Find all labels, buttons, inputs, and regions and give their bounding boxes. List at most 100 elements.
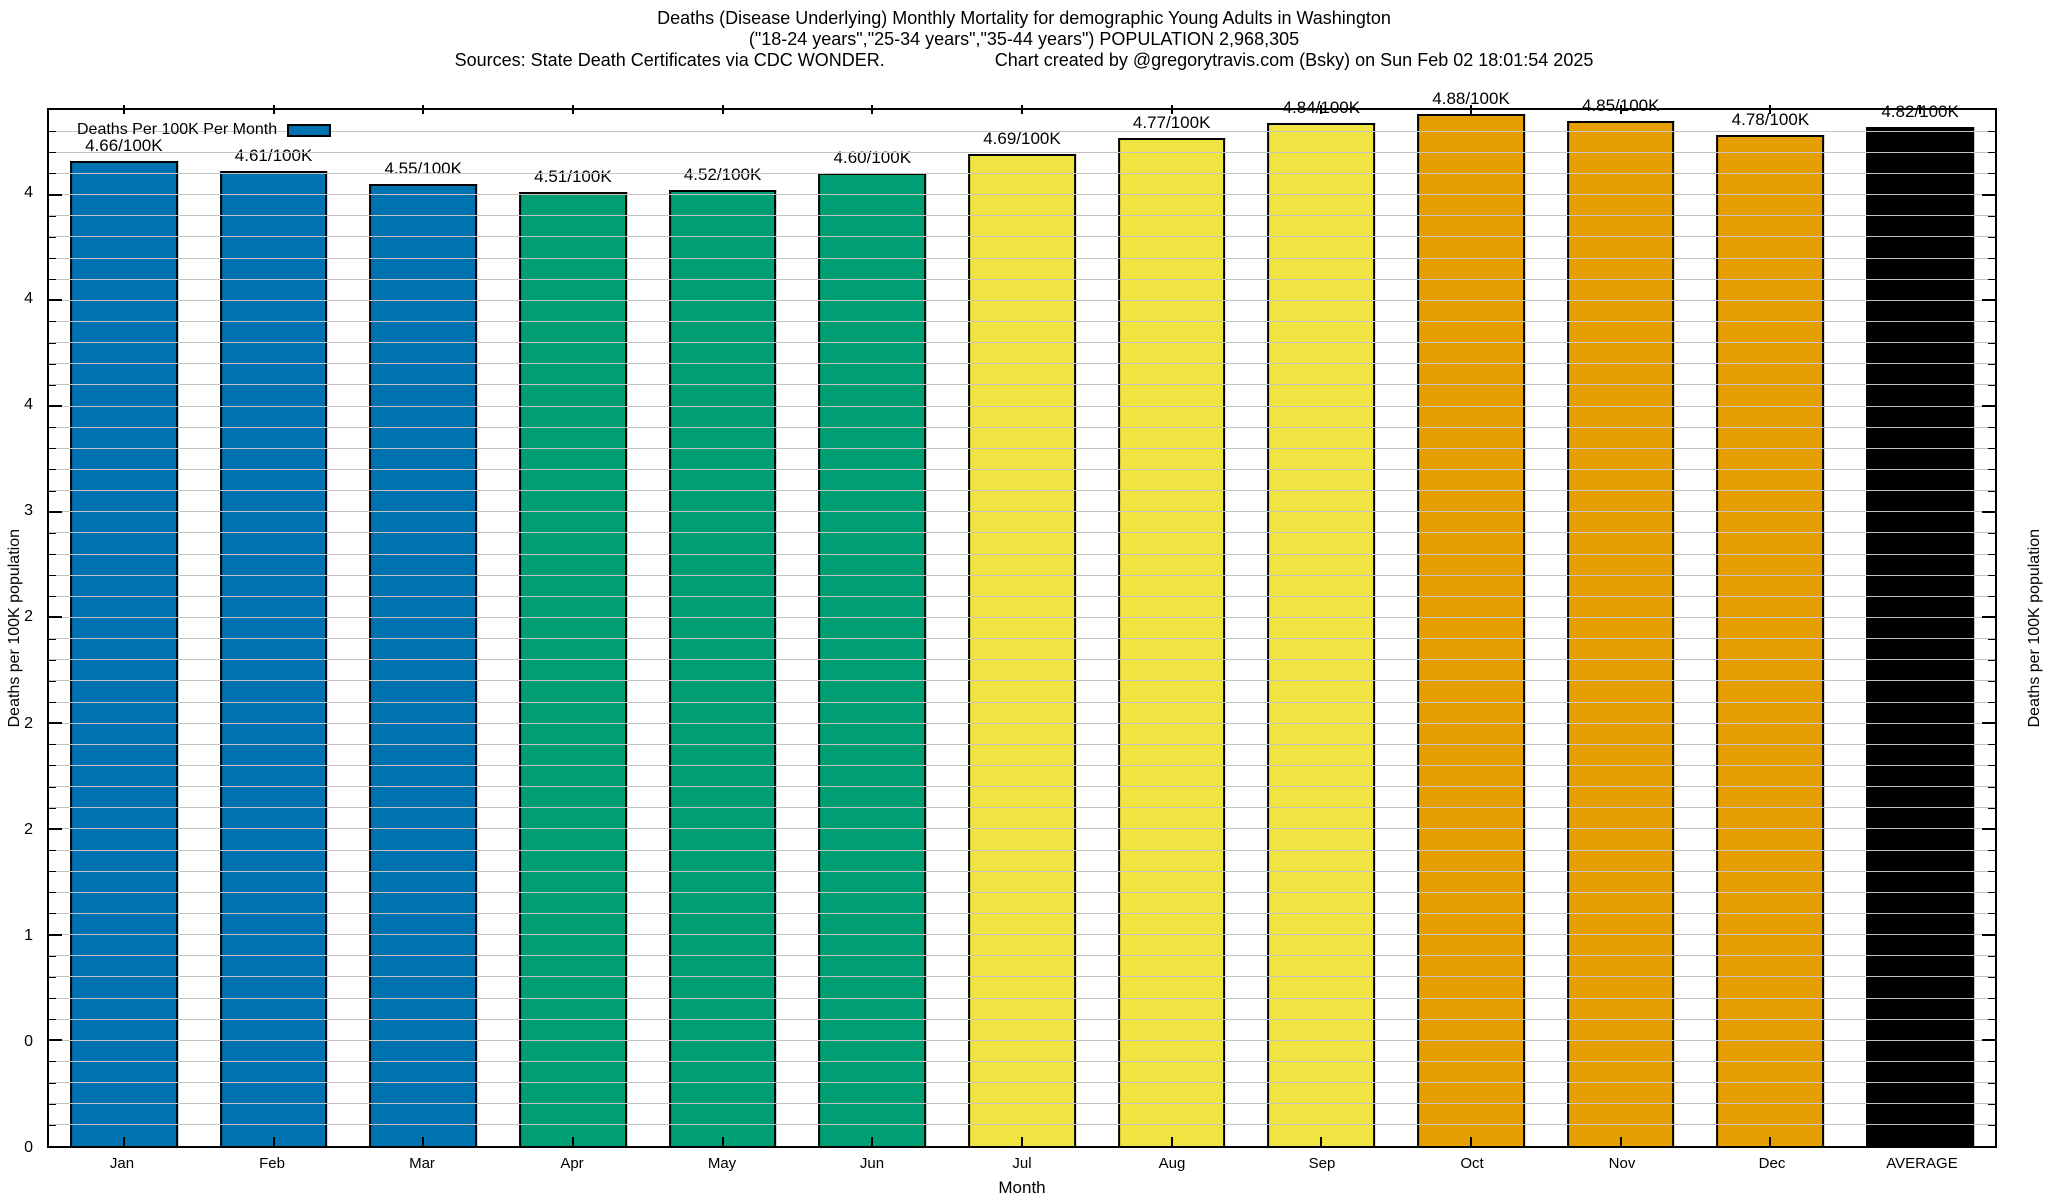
y-minor-tick [49, 1019, 56, 1021]
bar-slot-dec: 4.78/100K [1696, 105, 1846, 1146]
gridline [49, 553, 1995, 555]
x-top-tick [1170, 105, 1173, 114]
y-major-tick [1982, 616, 1995, 619]
y-tick-label: 0 [24, 1032, 33, 1050]
x-tick-label: Feb [259, 1155, 285, 1172]
y-minor-tick [49, 638, 56, 640]
bar-slot-feb: 4.61/100K [199, 105, 349, 1146]
gridline [49, 320, 1995, 322]
x-tick-label: Mar [409, 1155, 435, 1172]
y-minor-tick [49, 448, 56, 450]
y-minor-tick [49, 680, 56, 682]
y-tick-label: 4 [24, 183, 33, 201]
y-minor-tick [1988, 786, 1995, 788]
y-major-tick [49, 933, 62, 936]
x-tick-label: May [707, 1155, 737, 1172]
y-minor-tick [1988, 702, 1995, 704]
gridline [49, 468, 1995, 470]
bar-slot-nov: 4.85/100K [1546, 96, 1696, 1146]
y-axis-title-left: Deaths per 100K population [6, 528, 23, 728]
y-minor-tick [49, 659, 56, 661]
bar-apr [519, 192, 627, 1146]
y-minor-tick [49, 173, 56, 175]
y-major-tick [1982, 827, 1995, 830]
chart-title-line-1: Deaths (Disease Underlying) Monthly Mort… [657, 8, 1391, 28]
chart-credit-text: Chart created by @gregorytravis.com (Bsk… [994, 50, 1594, 70]
y-major-tick [1982, 933, 1995, 936]
bar-mar [369, 184, 478, 1146]
x-bottom-tick [1320, 1137, 1323, 1146]
gridline [49, 574, 1995, 576]
x-top-tick [871, 105, 874, 114]
y-minor-tick [49, 152, 56, 154]
x-top-tick [571, 105, 574, 114]
bar-may [668, 190, 777, 1146]
y-minor-tick [49, 532, 56, 534]
x-tick-label: Nov [1608, 1155, 1636, 1172]
x-top-tick [1919, 105, 1922, 114]
y-minor-tick [49, 258, 56, 259]
y-minor-tick [1988, 680, 1995, 682]
x-bottom-tick [122, 1137, 125, 1146]
y-minor-tick [1988, 955, 1995, 957]
x-top-tick [122, 105, 125, 114]
y-minor-tick [1988, 892, 1995, 894]
gridline [49, 490, 1995, 492]
y-minor-tick [49, 1103, 56, 1105]
y-tick-label: 2 [24, 820, 33, 838]
x-tick-label: Jan [109, 1155, 135, 1172]
gridline [49, 764, 1995, 766]
y-minor-tick [49, 279, 56, 281]
y-minor-tick [1988, 427, 1995, 429]
bar-slot-mar: 4.55/100K [348, 105, 498, 1146]
y-minor-tick [49, 554, 56, 555]
y-axis-title-right: Deaths per 100K population [2026, 528, 2043, 728]
gridline [49, 976, 1995, 978]
bar-value-label: 4.60/100K [833, 148, 912, 168]
bar-feb [219, 171, 328, 1146]
gridline [49, 701, 1995, 703]
y-tick-label: 2 [24, 714, 33, 732]
gridline [49, 807, 1995, 809]
y-minor-tick [1988, 575, 1995, 577]
y-minor-tick [49, 1082, 56, 1084]
gridline [49, 955, 1995, 957]
x-top-tick [721, 105, 724, 114]
y-minor-tick [49, 363, 56, 365]
gridline [49, 532, 1995, 534]
x-bottom-tick [1170, 1137, 1173, 1146]
bar-aug [1117, 137, 1226, 1146]
x-bottom-tick [1020, 1137, 1023, 1146]
y-minor-tick [1988, 913, 1995, 915]
y-minor-tick [49, 998, 56, 1000]
x-tick-label: Aug [1158, 1155, 1186, 1172]
x-bottom-tick [272, 1137, 275, 1146]
y-minor-tick [49, 892, 56, 894]
y-minor-tick [49, 1061, 56, 1063]
y-minor-tick [1988, 765, 1995, 767]
x-axis-tick-labels: Jan Feb Mar Apr May Jun Jul Aug Sep Oct Nov Dec AVER… [47, 1155, 1997, 1172]
gridline [49, 680, 1995, 682]
gridline [49, 447, 1995, 449]
bar-value-label: 4.69/100K [983, 129, 1061, 149]
gridline [49, 130, 1995, 132]
chart-title-line-2: ("18-24 years","25-34 years","35-44 year… [748, 29, 1300, 49]
gridline [49, 172, 1995, 174]
y-major-tick [1982, 1039, 1995, 1042]
x-top-tick [1769, 105, 1772, 114]
y-tick-label: 2 [24, 608, 33, 626]
bar-jan [69, 160, 178, 1146]
gridline [49, 257, 1995, 259]
y-minor-tick [1988, 807, 1995, 809]
y-minor-tick [49, 807, 56, 809]
y-minor-tick [1988, 1124, 1995, 1126]
bar-nov [1566, 120, 1675, 1146]
x-top-tick [1470, 105, 1473, 114]
y-major-tick [1982, 299, 1995, 302]
y-minor-tick [49, 596, 56, 598]
gridline [49, 638, 1995, 640]
x-bottom-tick [1919, 1137, 1922, 1146]
y-minor-tick [1988, 279, 1995, 281]
bar-slot-oct: 4.88/100K [1396, 90, 1546, 1146]
bars-container: 4.66/100K 4.61/100K 4.55/100K 4.51/100K 4.52… [49, 90, 1995, 1146]
